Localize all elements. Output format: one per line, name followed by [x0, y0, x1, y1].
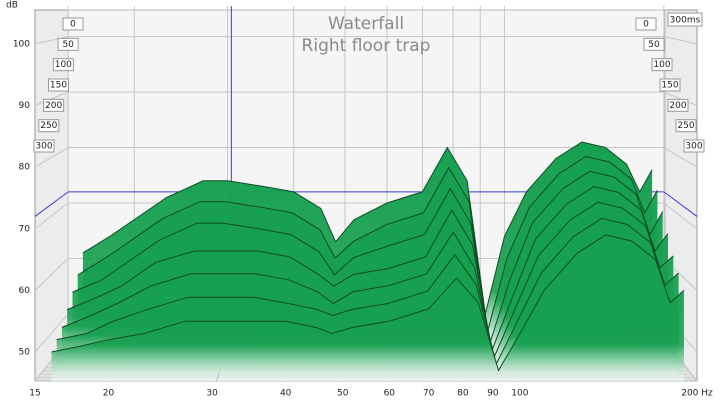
x-tick-label: 60	[384, 389, 396, 399]
time-label-box	[43, 98, 65, 112]
y-tick-label: 70	[19, 224, 31, 234]
time-label-box	[683, 139, 705, 153]
time-label-right: 50	[648, 40, 660, 50]
x-tick-label: 40	[280, 389, 292, 399]
chart-subtitle: Right floor trap	[302, 36, 431, 56]
time-label-box	[667, 98, 689, 112]
x-tick-label: 200 Hz	[681, 389, 713, 399]
x-tick-label: 90	[487, 389, 499, 399]
grid-line	[34, 36, 69, 45]
grid-line	[663, 91, 698, 106]
time-label-right: 250	[677, 121, 694, 131]
time-label-box	[57, 37, 79, 51]
y-tick-label: 100	[13, 39, 30, 49]
grid-line	[34, 258, 69, 291]
x-tick-label: 50	[337, 389, 349, 399]
waterfall-slice	[51, 234, 684, 381]
y-tick-label: 60	[19, 286, 31, 296]
time-label-left: 100	[55, 60, 72, 70]
labels: 50 60 70 80 90 100 15 20 30 40 50 60 70 80 90 100 200 Hz…	[13, 17, 713, 399]
time-label-box	[38, 119, 60, 133]
time-label-box	[651, 58, 673, 72]
time-label-right: 150	[661, 81, 678, 91]
chart-title: Waterfall	[328, 14, 404, 34]
y-tick-label: 90	[19, 101, 31, 111]
cursor-y	[34, 191, 69, 217]
waterfall-slice-edge	[67, 186, 669, 353]
time-label-box	[643, 37, 665, 51]
waterfall-slice-edge	[51, 234, 685, 372]
y-tick-label: 80	[19, 163, 31, 173]
cursor-y	[663, 191, 698, 217]
time-label-left: 0	[70, 20, 76, 30]
time-label-box	[667, 12, 703, 27]
x-tick-label: 15	[29, 389, 40, 399]
x-tick-label: 20	[103, 389, 115, 399]
time-label-box	[62, 17, 84, 31]
y-tick-label: 50	[19, 348, 31, 358]
waterfall-slice-edge	[72, 170, 664, 345]
time-label-right: 100	[653, 60, 670, 70]
time-label-left: 50	[62, 40, 74, 50]
time-label-left: 200	[45, 101, 62, 111]
grid-line	[663, 202, 698, 230]
x-tick-label: 30	[206, 389, 218, 399]
time-label-box	[659, 78, 681, 92]
grid-line	[34, 147, 69, 168]
slices	[51, 141, 685, 381]
x-tick-label: 100	[511, 389, 528, 399]
x-tick-label: 70	[423, 389, 435, 399]
time-label-box	[635, 17, 657, 31]
time-label-right: 300	[685, 142, 702, 152]
x-tick-label: 80	[457, 389, 469, 399]
time-label-left: 300	[35, 142, 52, 152]
waterfall-slice-edge	[77, 155, 658, 332]
time-label-box	[52, 58, 74, 72]
time-label-left: 150	[50, 81, 67, 91]
grid-line	[34, 91, 69, 106]
grid-line	[34, 313, 69, 353]
time-label-right: 200	[669, 101, 686, 111]
time-label: 300ms	[670, 16, 701, 26]
y-axis-label: dB	[6, 1, 18, 11]
time-label-left: 250	[40, 121, 57, 131]
grid-line	[34, 202, 69, 230]
time-label-box	[48, 78, 69, 92]
grid-line	[663, 147, 698, 168]
waterfall-slice-edge	[61, 201, 674, 359]
waterfall-slice-edge	[82, 141, 653, 315]
waterfall-slice-edge	[56, 217, 679, 366]
time-label-right: 0	[643, 20, 649, 30]
time-label-box	[675, 119, 697, 133]
grid-line	[663, 36, 698, 45]
time-label-box	[33, 139, 55, 153]
